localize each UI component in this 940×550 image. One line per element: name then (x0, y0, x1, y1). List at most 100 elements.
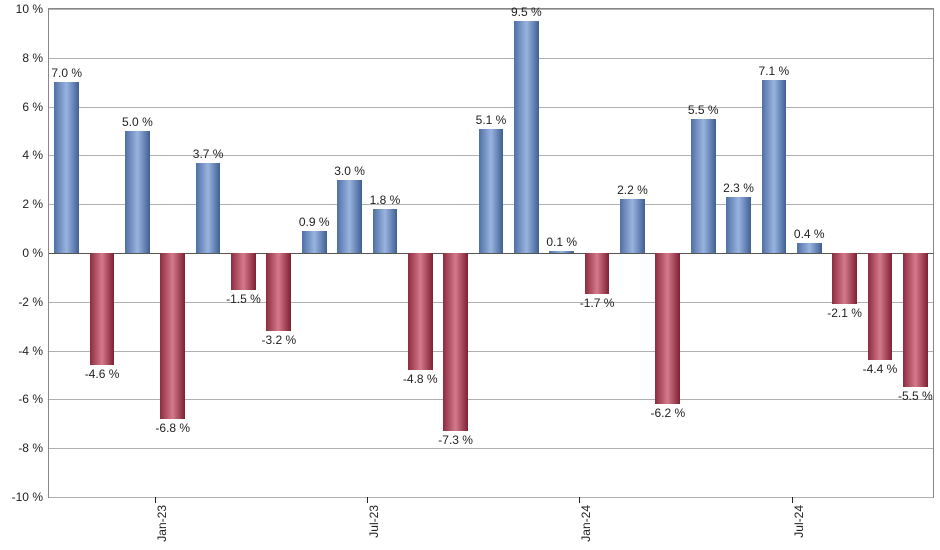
xtick-mark (579, 497, 580, 503)
bar-face (585, 253, 610, 294)
bar-face (54, 82, 79, 253)
bar: -1.7 % (585, 253, 610, 294)
bar: -6.2 % (655, 253, 680, 404)
bar-face (266, 253, 291, 331)
bar-value-label: 1.8 % (370, 193, 401, 207)
gridline (49, 497, 933, 498)
bar-face (726, 197, 751, 253)
gridline (49, 448, 933, 449)
bar: 3.0 % (337, 180, 362, 253)
bar-face (302, 231, 327, 253)
bar: -4.4 % (868, 253, 893, 360)
bar-value-label: 5.1 % (476, 113, 507, 127)
bar: 7.0 % (54, 82, 79, 253)
bar: -4.6 % (90, 253, 115, 365)
bar-face (337, 180, 362, 253)
ytick-label: 2 % (22, 197, 49, 211)
bar-value-label: -5.5 % (898, 389, 933, 403)
bar-value-label: -4.6 % (85, 367, 120, 381)
monthly-pct-bar-chart: -10 % -8 % -6 % -4 % -2 % 0 % 2 % 4 % 6 % 8 % 10 %… (0, 0, 940, 550)
bar: 5.1 % (479, 129, 504, 253)
xtick-label: Jul-24 (792, 505, 806, 538)
bar: 1.8 % (373, 209, 398, 253)
bar: -2.1 % (832, 253, 857, 304)
bar: 0.1 % (549, 251, 574, 253)
bar-face (620, 199, 645, 253)
bar-face (514, 21, 539, 253)
xtick-label: Jan-24 (579, 505, 593, 542)
bar-value-label: -1.7 % (580, 296, 615, 310)
plot-area: -10 %-8 %-6 %-4 %-2 %0 %2 %4 %6 %8 %10 %… (48, 8, 934, 498)
bar-face (691, 119, 716, 253)
bar-face (196, 163, 221, 253)
bar: 0.4 % (797, 243, 822, 253)
bar: 5.5 % (691, 119, 716, 253)
bar: 3.7 % (196, 163, 221, 253)
gridline (49, 9, 933, 10)
bar-face (762, 80, 787, 253)
bar: -4.8 % (408, 253, 433, 370)
bar-value-label: -3.2 % (261, 333, 296, 347)
bar-face (90, 253, 115, 365)
ytick-label: 4 % (22, 148, 49, 162)
ytick-label: -8 % (18, 441, 49, 455)
bar-value-label: 0.9 % (299, 215, 330, 229)
bar: 5.0 % (125, 131, 150, 253)
bar: 2.3 % (726, 197, 751, 253)
bar: 7.1 % (762, 80, 787, 253)
bar-face (832, 253, 857, 304)
bar-value-label: 3.7 % (193, 147, 224, 161)
bar-value-label: 5.0 % (122, 115, 153, 129)
bar-value-label: -7.3 % (438, 433, 473, 447)
bar-face (443, 253, 468, 431)
bar-value-label: 2.2 % (617, 183, 648, 197)
bar-face (868, 253, 893, 360)
bar: -6.8 % (160, 253, 185, 419)
bar-face (549, 251, 574, 253)
ytick-label: -10 % (12, 490, 49, 504)
bar-value-label: 0.1 % (546, 235, 577, 249)
bar-face (903, 253, 928, 387)
ytick-label: -6 % (18, 392, 49, 406)
bar-value-label: 9.5 % (511, 5, 542, 19)
bar-value-label: -4.4 % (863, 362, 898, 376)
ytick-label: -2 % (18, 295, 49, 309)
bar-face (125, 131, 150, 253)
bar-face (797, 243, 822, 253)
bar-value-label: -2.1 % (827, 306, 862, 320)
bar-face (160, 253, 185, 419)
bar: -3.2 % (266, 253, 291, 331)
bar-value-label: -4.8 % (403, 372, 438, 386)
ytick-label: 6 % (22, 100, 49, 114)
bar-value-label: 2.3 % (723, 181, 754, 195)
bar-face (655, 253, 680, 404)
bar-value-label: 7.1 % (759, 64, 790, 78)
bar-value-label: 3.0 % (334, 164, 365, 178)
xtick-mark (155, 497, 156, 503)
bar: 9.5 % (514, 21, 539, 253)
xtick-mark (792, 497, 793, 503)
xtick-mark (367, 497, 368, 503)
bar-value-label: 0.4 % (794, 227, 825, 241)
ytick-label: 10 % (16, 2, 49, 16)
bar-value-label: -6.8 % (155, 421, 190, 435)
xtick-label: Jan-23 (155, 505, 169, 542)
bar-face (408, 253, 433, 370)
bar-value-label: 5.5 % (688, 103, 719, 117)
bar-face (231, 253, 256, 290)
bar-value-label: -6.2 % (650, 406, 685, 420)
ytick-label: 8 % (22, 51, 49, 65)
gridline (49, 58, 933, 59)
ytick-label: 0 % (22, 246, 49, 260)
bar: 0.9 % (302, 231, 327, 253)
bar-value-label: 7.0 % (51, 66, 82, 80)
bar-value-label: -1.5 % (226, 292, 261, 306)
bar: -7.3 % (443, 253, 468, 431)
gridline (49, 107, 933, 108)
bar: 2.2 % (620, 199, 645, 253)
bar-face (373, 209, 398, 253)
bar: -5.5 % (903, 253, 928, 387)
ytick-label: -4 % (18, 344, 49, 358)
xtick-label: Jul-23 (367, 505, 381, 538)
bar-face (479, 129, 504, 253)
